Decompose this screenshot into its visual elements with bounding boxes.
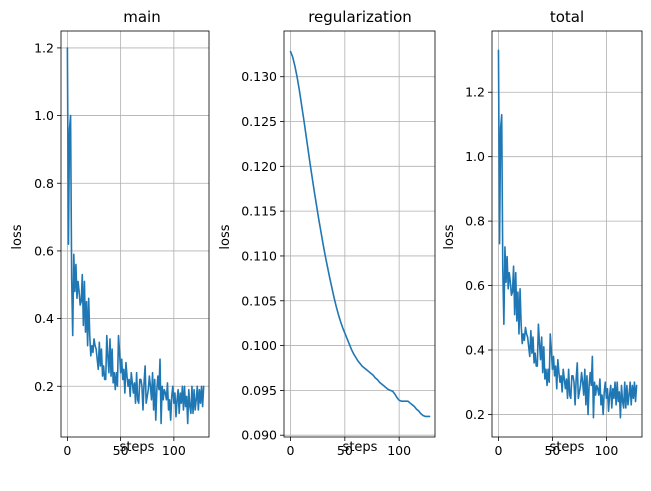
chart-panel-main: 0 50 100 0.2 0.4 0.6 0.8 1.0 1.2 main steps los… xyxy=(10,8,210,458)
series-layer-main xyxy=(66,47,205,425)
axes-frame-total xyxy=(491,30,643,438)
grid-regularization xyxy=(284,31,435,437)
x-tick-label-total-1: 50 xyxy=(544,443,560,458)
y-tick-label-total-4: 1.0 xyxy=(465,149,485,164)
y-axis-regularization: 0.090 0.095 0.100 0.105 0.110 0.115 0.120 0.125… xyxy=(241,69,284,443)
y-tick-label-regularization-1: 0.095 xyxy=(241,383,277,398)
axes-border-regularization xyxy=(283,30,436,438)
y-tick-label-main-0: 0.2 xyxy=(34,379,54,394)
axes-border-total xyxy=(491,30,643,438)
y-tick-label-total-2: 0.6 xyxy=(465,278,485,293)
x-tick-label-main-0: 0 xyxy=(63,443,71,458)
x-tick-label-main-2: 100 xyxy=(162,443,186,458)
y-tick-label-main-3: 0.8 xyxy=(34,176,54,191)
x-tick-label-regularization-1: 50 xyxy=(337,443,353,458)
y-tick-label-total-0: 0.2 xyxy=(465,407,485,422)
axes-border-main xyxy=(60,30,210,438)
y-tick-label-regularization-6: 0.120 xyxy=(241,159,277,174)
x-axis-regularization: 0 50 100 xyxy=(287,437,411,458)
chart-title-regularization: regularization xyxy=(308,8,412,26)
y-axis-label-main: loss xyxy=(10,224,25,249)
chart-panel-regularization: 0 50 100 0.090 0.095 0.100 0.105 0.110 0.115 0.1… xyxy=(218,8,436,458)
x-tick-label-total-0: 0 xyxy=(494,443,502,458)
y-axis-main: 0.2 0.4 0.6 0.8 1.0 1.2 xyxy=(34,40,61,394)
x-tick-label-regularization-0: 0 xyxy=(287,443,295,458)
y-tick-label-total-1: 0.4 xyxy=(465,343,485,358)
x-axis-label-main: steps xyxy=(120,440,155,455)
series-line-regularization-0 xyxy=(289,50,431,418)
y-tick-label-main-4: 1.0 xyxy=(34,108,54,123)
x-axis-main: 0 50 100 xyxy=(63,437,186,458)
series-line-total-0 xyxy=(497,49,638,419)
chart-panel-total: 0 50 100 0.2 0.4 0.6 0.8 1.0 1.2 total steps lo… xyxy=(442,8,643,458)
y-tick-label-main-5: 1.2 xyxy=(34,40,54,55)
x-axis-label-total: steps xyxy=(550,440,585,455)
y-axis-label-total: loss xyxy=(442,224,457,249)
chart-title-total: total xyxy=(550,8,584,26)
y-axis-label-regularization: loss xyxy=(218,224,233,249)
series-layer-regularization xyxy=(289,50,431,418)
chart-title-main: main xyxy=(123,8,160,26)
y-tick-label-total-3: 0.8 xyxy=(465,214,485,229)
x-tick-label-total-2: 100 xyxy=(594,443,618,458)
x-axis-total: 0 50 100 xyxy=(494,437,618,458)
y-tick-label-regularization-7: 0.125 xyxy=(241,114,277,129)
y-tick-label-regularization-4: 0.110 xyxy=(241,248,277,263)
y-tick-label-regularization-5: 0.115 xyxy=(241,204,277,219)
y-tick-label-main-2: 0.6 xyxy=(34,243,54,258)
axes-frame-regularization xyxy=(283,30,436,438)
y-tick-label-main-1: 0.4 xyxy=(34,311,54,326)
y-tick-label-total-5: 1.2 xyxy=(465,85,485,100)
y-tick-label-regularization-2: 0.100 xyxy=(241,338,277,353)
x-tick-label-regularization-2: 100 xyxy=(387,443,411,458)
axes-frame-main xyxy=(60,30,210,438)
y-tick-label-regularization-8: 0.130 xyxy=(241,69,277,84)
x-axis-label-regularization: steps xyxy=(343,440,378,455)
x-tick-label-main-1: 50 xyxy=(113,443,129,458)
y-tick-label-regularization-3: 0.105 xyxy=(241,293,277,308)
y-axis-total: 0.2 0.4 0.6 0.8 1.0 1.2 xyxy=(465,85,492,422)
series-layer-total xyxy=(497,49,638,419)
series-line-main-0 xyxy=(66,47,205,425)
y-tick-label-regularization-0: 0.090 xyxy=(241,428,277,443)
